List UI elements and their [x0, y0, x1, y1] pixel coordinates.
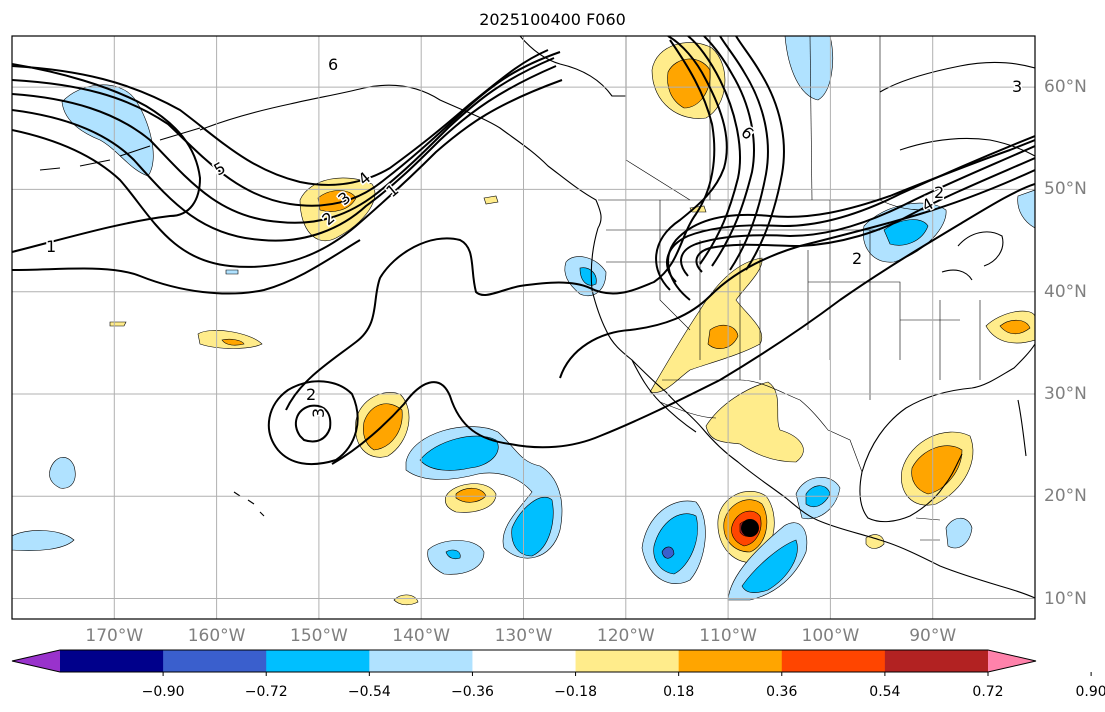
colorbar-swatch [60, 650, 164, 672]
colorbar-swatch [884, 650, 989, 672]
contour-label: 2 [934, 183, 944, 202]
colorbar-tick-label: 0.90 [1075, 684, 1105, 700]
colorbar-outline [11, 649, 1037, 673]
contour-label: 1 [46, 237, 56, 256]
contour-label: 3 [309, 408, 328, 418]
storm-center-marker [741, 519, 759, 537]
longitude-label: 140°W [392, 626, 451, 646]
latitude-label: 50°N [1044, 179, 1087, 200]
map-frame [11, 35, 1036, 620]
longitude-label: 130°W [494, 626, 553, 646]
colorbar-tick-label: −0.72 [244, 684, 288, 700]
contour-label: 2 [852, 249, 862, 268]
colorbar-swatch [163, 650, 267, 672]
longitude-label: 120°W [596, 626, 655, 646]
colorbar-swatch [781, 650, 886, 672]
latitude-label: 60°N [1044, 77, 1087, 98]
lat-lon-grid [12, 36, 1035, 619]
colorbar-extend-min [12, 650, 60, 672]
colorbar-tick-label: 0.18 [663, 684, 695, 700]
colorbar-tick-label: 0.54 [869, 684, 901, 700]
colorbar-swatch [369, 650, 473, 672]
map-title: 2025100400 F060 [479, 10, 626, 29]
geopotential-contours [12, 36, 1035, 466]
colorbar-tick-label: 0.72 [972, 684, 1004, 700]
longitude-label: 90°W [909, 626, 957, 646]
contour-labels: 6 5 4 3 2 1 2 3 1 6 4 2 2 3 [45, 54, 1024, 420]
colorbar [11, 649, 1092, 676]
colorbar-tick-label: −0.54 [347, 684, 391, 700]
longitude-label: 160°W [187, 626, 246, 646]
colorbar-tick-label: −0.18 [554, 684, 597, 700]
colorbar-swatch [472, 650, 577, 672]
colorbar-tick-label: −0.90 [141, 684, 185, 700]
colorbar-tick-label: −0.36 [450, 684, 494, 700]
longitude-label: 110°W [699, 626, 757, 646]
contour-label: 3 [1012, 77, 1022, 96]
colorbar-tick-label: 0.36 [766, 684, 798, 700]
colorbar-extend-max [988, 650, 1036, 672]
latitude-label: 40°N [1044, 281, 1087, 302]
longitude-label: 150°W [290, 626, 348, 646]
colorbar-swatch [266, 650, 370, 672]
latitude-label: 10°N [1044, 588, 1087, 609]
longitude-label: 100°W [801, 626, 860, 646]
colorbar-swatch [678, 650, 783, 672]
longitude-label: 170°W [85, 626, 144, 646]
contour-label: 2 [306, 385, 316, 404]
latitude-label: 30°N [1044, 383, 1087, 404]
anomaly-shading [12, 36, 1035, 606]
latitude-label: 20°N [1044, 486, 1087, 507]
contour-label: 6 [328, 55, 338, 74]
colorbar-swatch [575, 650, 680, 672]
